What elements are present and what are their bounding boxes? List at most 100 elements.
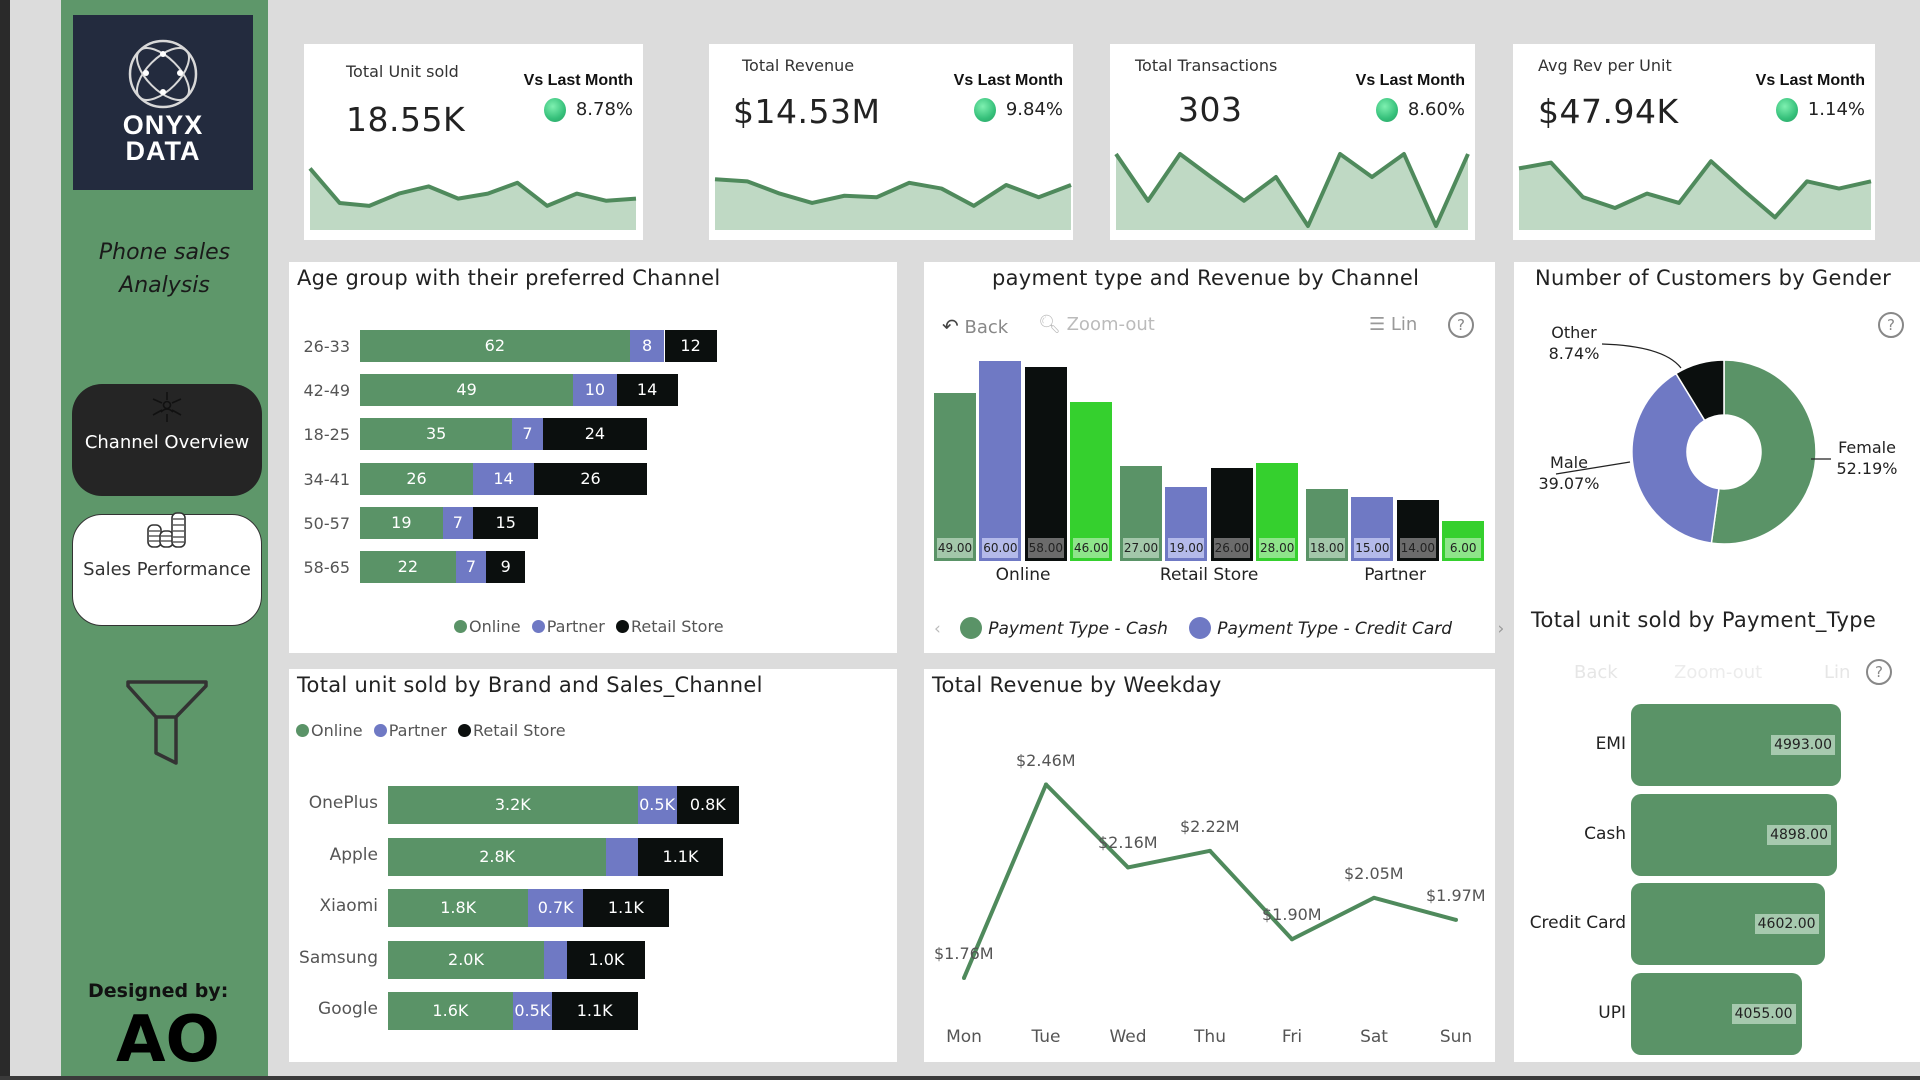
bar-segment-online[interactable]: 3.2K: [388, 786, 638, 824]
revenue-point[interactable]: [1454, 917, 1458, 922]
back-button[interactable]: Back: [1574, 662, 1618, 683]
payment-bar[interactable]: 28.00: [1256, 463, 1299, 561]
bar-segment-retail-store[interactable]: 1.1K: [551, 992, 638, 1030]
payment-bar[interactable]: 6.00: [1442, 521, 1485, 561]
payment-bar[interactable]: 49.00: [934, 393, 976, 561]
bar-value-label: 58.00: [1027, 537, 1064, 558]
bar-segment-partner[interactable]: 0.5K: [512, 992, 552, 1030]
bar-segment-online[interactable]: 62: [360, 330, 630, 362]
kpi-value: $14.53M: [733, 92, 881, 131]
legend-prev-icon[interactable]: ‹: [934, 619, 941, 639]
bar-segment-partner[interactable]: 8: [629, 330, 665, 362]
scale-toggle-button[interactable]: ☰ Lin: [1369, 314, 1418, 335]
bar-value-label: 4898.00: [1767, 824, 1831, 845]
bar-segment-retail-store[interactable]: 15: [473, 506, 539, 539]
legend-item-credit-card[interactable]: Payment Type - Credit Card: [1189, 617, 1452, 639]
bar-segment-partner[interactable]: 7: [512, 418, 543, 451]
donut-slice-other[interactable]: [1674, 359, 1725, 422]
bar-segment-retail-store[interactable]: 1.1K: [637, 837, 724, 876]
payment-units-bar[interactable]: 4993.00: [1631, 704, 1841, 786]
legend-item-online[interactable]: Online: [454, 617, 521, 636]
payment-bar[interactable]: 58.00: [1024, 366, 1067, 561]
category-label: 50-57: [303, 513, 351, 533]
revenue-point[interactable]: [1126, 865, 1130, 870]
data-label: $2.05M: [1344, 863, 1404, 883]
bar-segment-partner[interactable]: 7: [442, 506, 474, 539]
sparkline: [714, 177, 1072, 230]
help-button[interactable]: ?: [1878, 312, 1904, 338]
window-frame-bottom: [0, 1076, 1920, 1080]
donut-slice-female[interactable]: [1710, 359, 1817, 545]
donut-slice-male[interactable]: [1631, 372, 1720, 544]
bar-segment-online[interactable]: 2.0K: [388, 940, 544, 979]
revenue-point[interactable]: [1290, 937, 1294, 942]
legend-item-retail[interactable]: Retail Store: [457, 721, 566, 740]
category-label: 18-25: [303, 425, 351, 445]
payment-bar[interactable]: 26.00: [1210, 468, 1253, 561]
payment-bar[interactable]: 19.00: [1165, 486, 1208, 561]
bar-segment-retail-store[interactable]: 1.1K: [583, 889, 669, 927]
nav-channel-overview-button[interactable]: Channel Overview: [72, 384, 262, 496]
bar-segment-retail-store[interactable]: 26: [534, 462, 648, 495]
legend-item-cash[interactable]: Payment Type - Cash: [960, 617, 1168, 639]
bar-segment-online[interactable]: 19: [360, 506, 443, 539]
bar-segment-retail-store[interactable]: 24: [542, 418, 648, 451]
revenue-point[interactable]: [962, 975, 966, 980]
payment-bar[interactable]: 15.00: [1351, 497, 1394, 561]
filter-icon[interactable]: [126, 680, 208, 765]
payment-bar[interactable]: 46.00: [1070, 402, 1113, 561]
legend-item-partner[interactable]: Partner: [531, 617, 605, 636]
legend-item-partner[interactable]: Partner: [373, 721, 447, 740]
revenue-point[interactable]: [1372, 895, 1376, 900]
payment-units-bar[interactable]: 4055.00: [1631, 972, 1802, 1055]
coin-stacks-icon: [147, 512, 186, 548]
bar-segment-retail-store[interactable]: 0.8K: [676, 786, 739, 824]
category-label: Google: [318, 999, 378, 1019]
bar-segment-online[interactable]: 35: [360, 418, 513, 451]
bar-segment-online[interactable]: 2.8K: [388, 837, 607, 876]
chart-title: Number of Customers by Gender: [1535, 266, 1892, 290]
help-button[interactable]: ?: [1448, 312, 1474, 338]
bar-segment-retail-store[interactable]: 9: [486, 551, 526, 583]
payment-bar[interactable]: 18.00: [1306, 489, 1348, 561]
kpi-card-total-units: Total Unit sold 18.55K Vs Last Month 8.7…: [304, 44, 643, 240]
zoom-out-button[interactable]: 🔍︎ Zoom-out: [1038, 314, 1155, 335]
bar-segment-retail-store[interactable]: 14: [616, 374, 678, 407]
category-label: UPI: [1598, 1002, 1626, 1023]
bar-segment-retail-store[interactable]: 1.0K: [567, 940, 646, 979]
legend-item-retail[interactable]: Retail Store: [615, 617, 724, 636]
revenue-point[interactable]: [1208, 848, 1212, 853]
bar-segment-online[interactable]: 49: [360, 374, 574, 407]
bar-segment-partner[interactable]: 10: [573, 374, 617, 407]
category-label: 26-33: [303, 337, 351, 356]
back-button[interactable]: ↶ Back: [942, 314, 1009, 338]
payment-units-bar[interactable]: 4898.00: [1631, 793, 1837, 876]
payment-units-bar[interactable]: 4602.00: [1631, 883, 1825, 965]
zoom-out-button[interactable]: Zoom-out: [1674, 662, 1763, 683]
bar-segment-partner[interactable]: 7: [455, 551, 487, 583]
bar-segment-partner[interactable]: 0.5K: [637, 786, 677, 824]
bar-value-label: 4602.00: [1754, 914, 1819, 934]
nav-sales-performance-button[interactable]: Sales Performance: [72, 512, 262, 626]
payment-bar[interactable]: 60.00: [979, 361, 1022, 561]
bar-segment-partner[interactable]: 0.7K: [528, 889, 583, 927]
bar-segment-partner[interactable]: [606, 837, 638, 876]
onyx-data-logo: ONYX DATA: [73, 15, 253, 190]
payment-bar[interactable]: 27.00: [1120, 465, 1162, 561]
help-button[interactable]: ?: [1866, 659, 1892, 685]
bar-segment-online[interactable]: 1.6K: [388, 992, 513, 1030]
bar-segment-retail-store[interactable]: 12: [664, 330, 717, 362]
scale-toggle-button[interactable]: Lin: [1824, 662, 1851, 683]
bar-segment-online[interactable]: 22: [360, 551, 456, 583]
legend-item-online[interactable]: Online: [296, 721, 363, 740]
x-tick-label: Fri: [1281, 1027, 1303, 1047]
revenue-point[interactable]: [1044, 782, 1048, 787]
payment-bar[interactable]: 14.00: [1396, 500, 1439, 561]
bar-segment-online[interactable]: 1.8K: [388, 889, 529, 927]
kpi-title: Total Transactions: [1135, 56, 1278, 75]
bar-segment-partner[interactable]: [544, 940, 568, 979]
bar-segment-partner[interactable]: 14: [473, 462, 534, 495]
bar-segment-online[interactable]: 26: [360, 462, 474, 495]
legend-next-icon[interactable]: ›: [1497, 619, 1505, 639]
kpi-vs-label: Vs Last Month: [523, 72, 633, 89]
